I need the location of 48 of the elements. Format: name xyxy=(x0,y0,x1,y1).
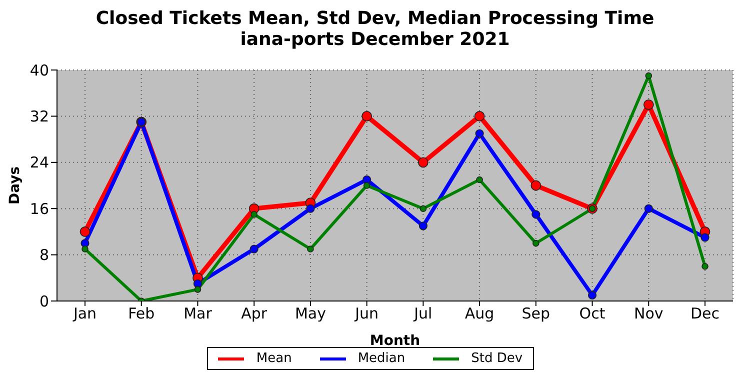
point xyxy=(644,204,653,213)
point xyxy=(306,204,315,213)
y-tick-label: 16 xyxy=(30,200,49,218)
x-tick-label: Jul xyxy=(413,304,432,323)
point xyxy=(474,111,485,122)
x-tick-label: Sep xyxy=(522,304,550,323)
x-tick-label: Dec xyxy=(690,304,720,323)
point xyxy=(476,176,483,184)
point xyxy=(532,210,540,219)
y-tick-label: 0 xyxy=(39,292,49,310)
chart-title: Closed Tickets Mean, Std Dev, Median Processing Time iana-ports December 2021 xyxy=(94,8,656,50)
point xyxy=(532,240,540,247)
point xyxy=(250,210,258,218)
point xyxy=(588,290,597,300)
x-tick-label: Jun xyxy=(354,304,379,323)
point xyxy=(530,180,542,191)
x-axis-title: Month xyxy=(370,333,420,349)
legend-label: Mean xyxy=(255,351,292,366)
y-tick-label: 8 xyxy=(39,246,49,264)
point xyxy=(643,99,654,110)
point xyxy=(420,205,427,212)
legend-label: Median xyxy=(356,351,406,366)
x-tick-label: Mar xyxy=(184,304,213,323)
y-axis-title: Days xyxy=(6,166,23,205)
point xyxy=(700,233,710,242)
point xyxy=(82,246,88,252)
x-tick-label: Jan xyxy=(72,304,97,323)
point xyxy=(362,111,372,122)
y-tick-label: 32 xyxy=(30,108,49,126)
point xyxy=(418,222,428,230)
point xyxy=(80,226,90,237)
x-tick-label: Oct xyxy=(579,304,606,323)
x-tick-label: May xyxy=(294,304,326,323)
point xyxy=(307,246,314,252)
x-tick-label: Apr xyxy=(241,304,268,323)
x-tick-label: Aug xyxy=(464,304,494,323)
y-tick-label: 24 xyxy=(30,154,49,172)
point xyxy=(363,182,370,189)
y-tick-label: 40 xyxy=(30,61,49,80)
x-tick-label: Feb xyxy=(128,304,155,323)
point xyxy=(250,244,258,254)
point xyxy=(194,286,202,293)
point xyxy=(418,157,428,168)
point xyxy=(475,129,484,138)
legend-label: Std Dev xyxy=(470,351,523,366)
x-tick-label: Nov xyxy=(634,304,664,323)
point xyxy=(645,72,652,80)
point xyxy=(702,262,708,270)
